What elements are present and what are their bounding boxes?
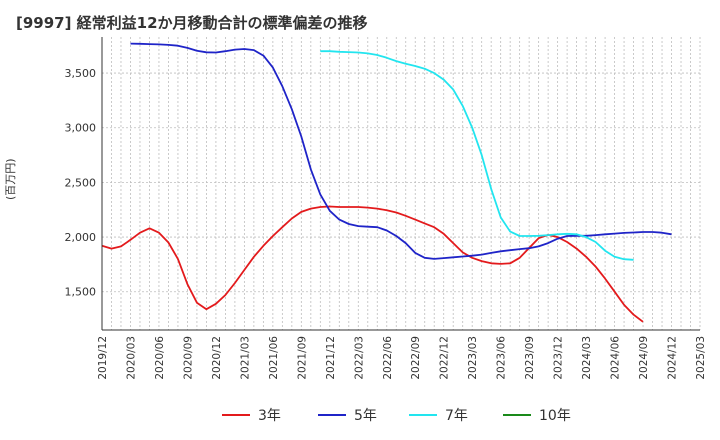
x-tick-label: 2020/09: [182, 336, 194, 380]
x-tick-label: 2020/03: [125, 336, 137, 380]
x-tick-label: 2023/09: [524, 336, 536, 380]
x-tick-label: 2023/12: [553, 336, 565, 380]
x-tick-label: 2021/12: [325, 336, 337, 380]
series-lines: [101, 42, 672, 323]
legend-line-swatch: [222, 414, 250, 416]
x-tick-label: 2022/09: [410, 336, 422, 380]
legend-item: 10年: [503, 404, 571, 426]
x-tick-label: 2023/06: [496, 336, 508, 380]
y-tick-label: 1,500: [65, 286, 97, 299]
series-line-3年: [101, 205, 644, 323]
x-tick-label: 2020/12: [211, 336, 223, 380]
axes: [101, 37, 700, 331]
x-axis-ticks: 2019/12 2020/03 2020/06 2020/09 2020/12 2021/…: [97, 336, 707, 380]
x-tick-label: 2024/03: [581, 336, 593, 380]
x-tick-label: 2022/06: [382, 336, 394, 380]
grid-lines: [101, 37, 701, 330]
legend-line-swatch: [409, 414, 437, 416]
y-tick-label: 2,500: [65, 176, 97, 189]
legend-label: 7年: [445, 408, 468, 424]
x-tick-label: 2019/12: [97, 336, 109, 380]
legend-line-swatch: [318, 414, 346, 416]
x-tick-label: 2020/06: [154, 336, 166, 380]
legend-item: 3年: [222, 404, 281, 426]
legend-label: 3年: [258, 408, 281, 424]
series-line-5年: [130, 42, 672, 260]
x-tick-label: 2024/06: [610, 336, 622, 380]
x-tick-label: 2025/03: [695, 336, 707, 380]
x-tick-label: 2021/06: [268, 336, 280, 380]
x-tick-label: 2024/12: [667, 336, 679, 380]
y-tick-label: 2,000: [65, 231, 97, 244]
chart-title: [9997] 経常利益12か月移動合計の標準偏差の推移: [16, 14, 368, 32]
legend-label: 5年: [354, 408, 377, 424]
legend-item: 5年: [318, 404, 377, 426]
series-line-7年: [320, 50, 634, 261]
legend-line-swatch: [503, 414, 531, 416]
legend-label: 10年: [539, 408, 571, 424]
legend-item: 7年: [409, 404, 468, 426]
x-tick-label: 2024/09: [638, 336, 650, 380]
y-tick-label: 3,000: [65, 122, 97, 135]
y-tick-label: 3,500: [65, 67, 97, 80]
x-tick-label: 2021/03: [239, 336, 251, 380]
legend: 3年 5年 7年 10年: [0, 404, 720, 426]
x-tick-label: 2022/12: [439, 336, 451, 380]
x-tick-label: 2022/03: [353, 336, 365, 380]
x-tick-label: 2023/03: [467, 336, 479, 380]
x-tick-label: 2021/09: [296, 336, 308, 380]
y-axis-ticks: 1,500 2,000 2,500 3,000 3,500: [65, 67, 97, 299]
